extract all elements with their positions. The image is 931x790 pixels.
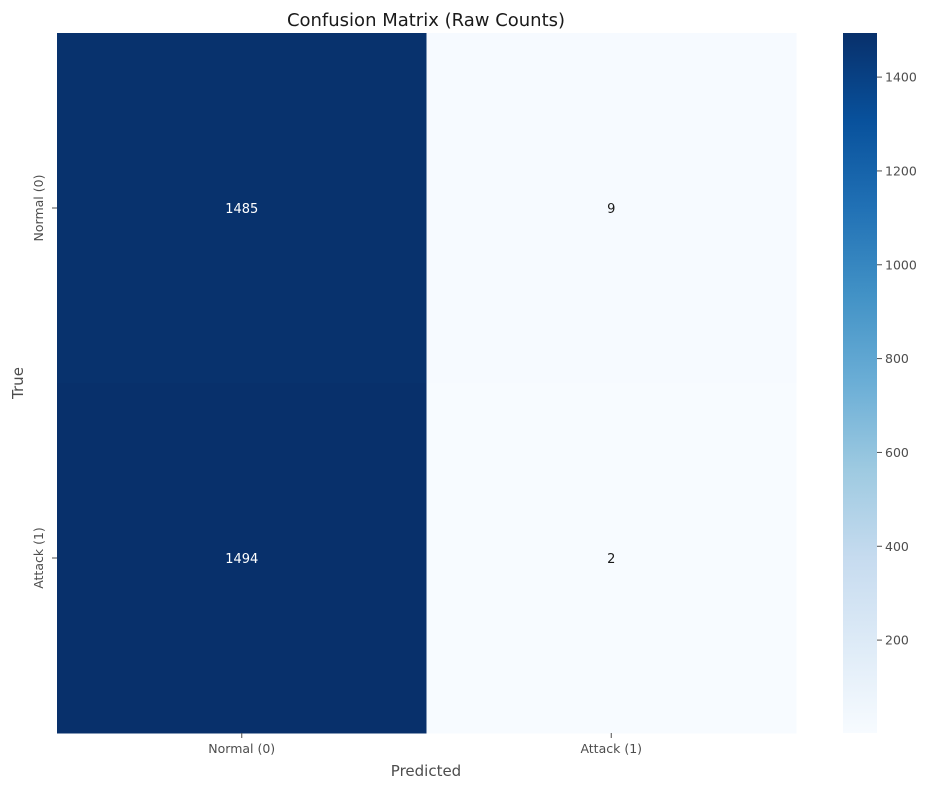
y-tick-label: Attack (1)	[31, 527, 46, 589]
x-axis: Normal (0) Attack (1)	[208, 733, 642, 756]
colorbar-tick-label: 1200	[885, 163, 917, 178]
y-axis: Normal (0) Attack (1)	[31, 175, 57, 589]
heatmap-cell	[426, 33, 797, 384]
colorbar-tick-label: 1400	[885, 70, 917, 85]
heatmap-cell	[426, 383, 797, 734]
colorbar-axis: 200 400 600 800 1000 1200 1400	[877, 70, 917, 648]
cell-value-label: 1485	[225, 202, 258, 217]
y-axis-label: True	[9, 367, 27, 400]
cell-value-label: 1494	[225, 552, 258, 567]
colorbar-tick-label: 1000	[885, 257, 917, 272]
heatmap-grid: 1485 9 1494 2	[57, 33, 797, 734]
colorbar-tick-label: 600	[885, 445, 909, 460]
chart-title: Confusion Matrix (Raw Counts)	[287, 10, 565, 31]
colorbar	[843, 33, 877, 733]
colorbar-tick-label: 200	[885, 633, 909, 648]
cell-value-label: 9	[607, 202, 615, 217]
y-tick-label: Normal (0)	[31, 175, 46, 242]
heatmap-cell	[57, 33, 427, 384]
heatmap-cell	[57, 383, 427, 734]
x-tick-label: Attack (1)	[580, 741, 642, 756]
x-axis-label: Predicted	[391, 762, 461, 780]
colorbar-tick-label: 800	[885, 351, 909, 366]
cell-value-label: 2	[607, 552, 615, 567]
colorbar-tick-label: 400	[885, 539, 909, 554]
x-tick-label: Normal (0)	[208, 741, 275, 756]
